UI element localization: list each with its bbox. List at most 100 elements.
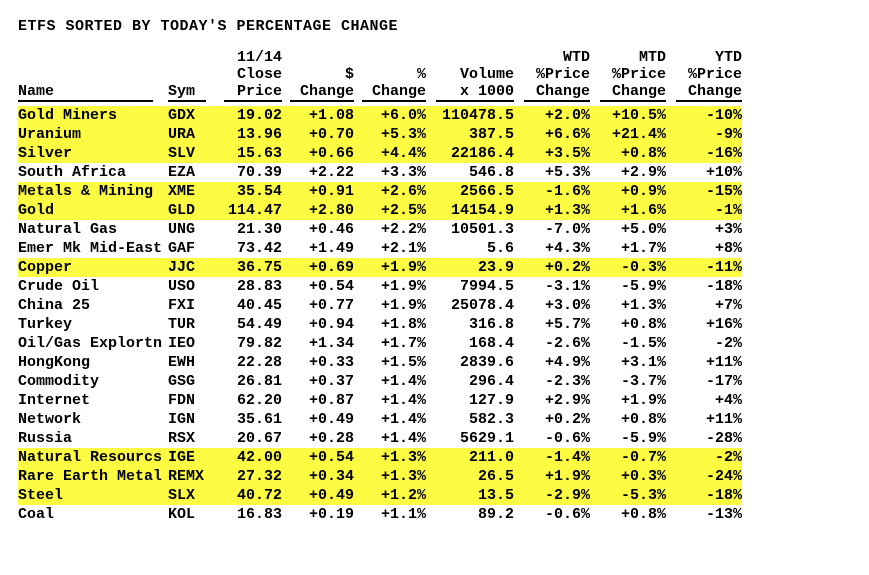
- cell-dch: +0.19: [282, 505, 354, 524]
- cell-name: China 25: [18, 296, 168, 315]
- cell-dch: +0.33: [282, 353, 354, 372]
- cell-ytd: -24%: [666, 467, 742, 486]
- cell-wtd: -0.6%: [514, 505, 590, 524]
- cell-close: 62.20: [216, 391, 282, 410]
- cell-dch: +1.34: [282, 334, 354, 353]
- col-header-pch: Change: [354, 83, 426, 100]
- cell-ytd: +7%: [666, 296, 742, 315]
- cell-mtd: +0.9%: [590, 182, 666, 201]
- cell-sym: USO: [168, 277, 216, 296]
- table-row: Emer Mk Mid-EastGAF73.42+1.49+2.1%5.6+4.…: [18, 239, 742, 258]
- cell-pch: +1.9%: [354, 296, 426, 315]
- cell-vol: 7994.5: [426, 277, 514, 296]
- cell-ytd: -28%: [666, 429, 742, 448]
- cell-wtd: -1.4%: [514, 448, 590, 467]
- cell-mtd: -5.9%: [590, 277, 666, 296]
- cell-name: Steel: [18, 486, 168, 505]
- cell-sym: IEO: [168, 334, 216, 353]
- cell-ytd: -1%: [666, 201, 742, 220]
- cell-close: 27.32: [216, 467, 282, 486]
- cell-close: 35.61: [216, 410, 282, 429]
- cell-close: 73.42: [216, 239, 282, 258]
- cell-vol: 89.2: [426, 505, 514, 524]
- page-title: ETFs Sorted by Today's Percentage Change: [18, 18, 851, 35]
- cell-name: Oil/Gas Explortn: [18, 334, 168, 353]
- col-header-wtd: %Price: [514, 66, 590, 83]
- cell-sym: GAF: [168, 239, 216, 258]
- cell-wtd: +4.9%: [514, 353, 590, 372]
- cell-close: 54.49: [216, 315, 282, 334]
- col-header-name: [18, 49, 168, 66]
- cell-ytd: -18%: [666, 277, 742, 296]
- cell-sym: EWH: [168, 353, 216, 372]
- table-row: Natural ResourcsIGE42.00+0.54+1.3%211.0-…: [18, 448, 742, 467]
- cell-pch: +1.9%: [354, 277, 426, 296]
- cell-vol: 10501.3: [426, 220, 514, 239]
- col-header-ytd: Change: [666, 83, 742, 100]
- cell-ytd: +10%: [666, 163, 742, 182]
- cell-name: Internet: [18, 391, 168, 410]
- cell-wtd: +5.3%: [514, 163, 590, 182]
- cell-mtd: +0.8%: [590, 144, 666, 163]
- col-header-mtd: %Price: [590, 66, 666, 83]
- cell-dch: +0.34: [282, 467, 354, 486]
- cell-name: Turkey: [18, 315, 168, 334]
- table-row: CopperJJC36.75+0.69+1.9%23.9+0.2%-0.3%-1…: [18, 258, 742, 277]
- cell-pch: +1.3%: [354, 467, 426, 486]
- cell-close: 15.63: [216, 144, 282, 163]
- cell-dch: +0.77: [282, 296, 354, 315]
- cell-mtd: +21.4%: [590, 125, 666, 144]
- col-header-name: [18, 66, 168, 83]
- cell-wtd: +1.3%: [514, 201, 590, 220]
- col-header-mtd: Change: [590, 83, 666, 100]
- cell-wtd: +0.2%: [514, 258, 590, 277]
- cell-vol: 5.6: [426, 239, 514, 258]
- cell-vol: 316.8: [426, 315, 514, 334]
- col-header-sym: [168, 49, 216, 66]
- table-row: SilverSLV15.63+0.66+4.4%22186.4+3.5%+0.8…: [18, 144, 742, 163]
- cell-mtd: +0.8%: [590, 410, 666, 429]
- cell-wtd: -2.3%: [514, 372, 590, 391]
- cell-ytd: -9%: [666, 125, 742, 144]
- cell-mtd: +10.5%: [590, 106, 666, 125]
- cell-sym: FXI: [168, 296, 216, 315]
- cell-name: Network: [18, 410, 168, 429]
- cell-name: Silver: [18, 144, 168, 163]
- cell-close: 13.96: [216, 125, 282, 144]
- cell-wtd: +5.7%: [514, 315, 590, 334]
- cell-dch: +0.54: [282, 277, 354, 296]
- cell-mtd: -5.3%: [590, 486, 666, 505]
- cell-sym: XME: [168, 182, 216, 201]
- cell-dch: +0.49: [282, 486, 354, 505]
- header-row: Close$%Volume%Price%Price%Price: [18, 66, 742, 83]
- cell-mtd: +0.8%: [590, 315, 666, 334]
- table-header: 11/14WTDMTDYTDClose$%Volume%Price%Price%…: [18, 49, 742, 106]
- col-header-ytd: %Price: [666, 66, 742, 83]
- col-header-sym: [168, 66, 216, 83]
- cell-wtd: +6.6%: [514, 125, 590, 144]
- cell-sym: IGN: [168, 410, 216, 429]
- table-row: GoldGLD114.47+2.80+2.5%14154.9+1.3%+1.6%…: [18, 201, 742, 220]
- cell-ytd: -15%: [666, 182, 742, 201]
- cell-mtd: +0.3%: [590, 467, 666, 486]
- cell-mtd: -1.5%: [590, 334, 666, 353]
- cell-sym: UNG: [168, 220, 216, 239]
- cell-dch: +0.69: [282, 258, 354, 277]
- cell-close: 26.81: [216, 372, 282, 391]
- cell-vol: 582.3: [426, 410, 514, 429]
- cell-pch: +6.0%: [354, 106, 426, 125]
- cell-mtd: +1.7%: [590, 239, 666, 258]
- col-header-sym: Sym: [168, 83, 216, 100]
- cell-wtd: -2.6%: [514, 334, 590, 353]
- cell-close: 21.30: [216, 220, 282, 239]
- cell-pch: +2.1%: [354, 239, 426, 258]
- table-row: InternetFDN62.20+0.87+1.4%127.9+2.9%+1.9…: [18, 391, 742, 410]
- cell-vol: 14154.9: [426, 201, 514, 220]
- cell-wtd: -3.1%: [514, 277, 590, 296]
- table-row: Rare Earth MetalREMX27.32+0.34+1.3%26.5+…: [18, 467, 742, 486]
- cell-wtd: -7.0%: [514, 220, 590, 239]
- cell-wtd: -2.9%: [514, 486, 590, 505]
- etf-table: 11/14WTDMTDYTDClose$%Volume%Price%Price%…: [18, 49, 742, 524]
- cell-name: Uranium: [18, 125, 168, 144]
- cell-vol: 168.4: [426, 334, 514, 353]
